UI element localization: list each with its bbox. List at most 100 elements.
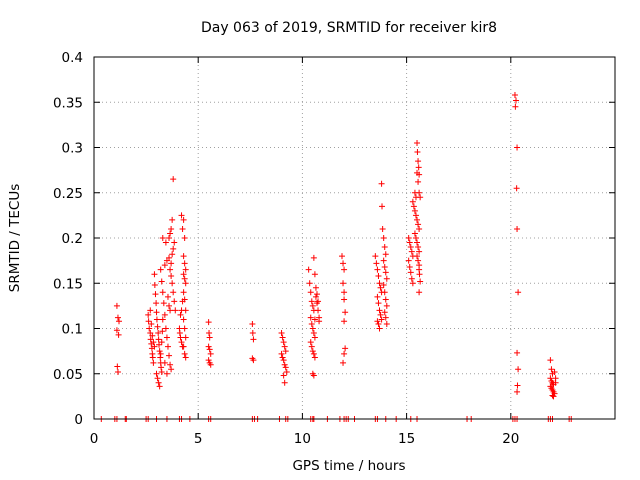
data-point	[513, 185, 520, 192]
data-point	[307, 339, 314, 346]
data-point	[514, 144, 521, 151]
data-point	[250, 357, 257, 364]
data-point	[411, 189, 418, 196]
data-point	[164, 293, 171, 300]
data-point	[177, 334, 184, 341]
data-point	[182, 307, 189, 314]
data-point	[155, 336, 162, 343]
data-point	[180, 316, 187, 323]
data-point	[161, 359, 168, 366]
x-tick-label: 20	[502, 431, 519, 447]
data-point	[414, 149, 421, 156]
data-point	[170, 176, 177, 183]
data-point	[307, 289, 314, 296]
data-point	[409, 280, 416, 287]
data-point	[156, 341, 163, 348]
data-point	[405, 235, 412, 241]
data-point	[306, 280, 313, 287]
data-point	[382, 314, 389, 321]
data-point	[159, 316, 166, 323]
data-point	[179, 225, 186, 232]
data-point	[207, 350, 214, 357]
data-point	[181, 235, 188, 241]
data-point	[409, 198, 416, 205]
data-point	[415, 164, 422, 171]
data-point	[167, 361, 174, 368]
y-axis-label: SRMTID / TECUs	[7, 184, 23, 292]
data-point	[181, 275, 188, 282]
grid	[94, 57, 615, 419]
data-point	[177, 311, 184, 318]
data-point	[547, 375, 554, 382]
data-point	[374, 318, 381, 325]
data-point	[311, 316, 318, 323]
data-point	[279, 334, 286, 341]
data-point	[378, 180, 385, 187]
data-point	[512, 103, 519, 110]
data-point	[282, 348, 289, 355]
data-point	[383, 320, 390, 327]
data-point	[412, 194, 419, 201]
x-axis-label: GPS time / hours	[292, 458, 405, 474]
data-point	[114, 363, 121, 370]
data-point	[181, 260, 188, 267]
data-point	[375, 273, 382, 280]
data-point	[381, 289, 388, 296]
data-point	[378, 316, 385, 323]
x-tick-label: 0	[90, 431, 99, 447]
data-point	[116, 318, 123, 325]
y-tick-label: 0.2	[62, 231, 83, 247]
data-point	[157, 350, 164, 357]
chart-title: Day 063 of 2019, SRMTID for receiver kir…	[201, 20, 497, 36]
data-point	[206, 330, 213, 337]
data-point	[166, 254, 173, 261]
x-tick-label: 15	[398, 431, 415, 447]
data-point	[548, 366, 555, 373]
data-point	[278, 350, 285, 357]
data-point	[381, 244, 388, 251]
data-point	[167, 307, 174, 314]
data-point	[169, 251, 176, 258]
data-point	[182, 280, 189, 287]
y-tick-label: 0.25	[53, 186, 83, 202]
data-point	[547, 357, 554, 364]
data-point	[168, 366, 175, 373]
data-point	[153, 316, 160, 323]
data-point	[250, 336, 257, 343]
data-point	[181, 350, 188, 357]
y-tick-label: 0.05	[53, 367, 83, 383]
data-point	[417, 278, 424, 285]
data-point	[278, 330, 285, 337]
data-point	[374, 266, 381, 273]
data-point	[159, 289, 166, 296]
data-point	[169, 216, 176, 223]
data-point	[341, 296, 348, 303]
data-point	[206, 334, 213, 341]
data-point	[180, 271, 187, 278]
data-point	[514, 349, 521, 356]
data-point	[181, 325, 188, 332]
data-point	[205, 319, 212, 326]
data-point	[170, 245, 177, 252]
data-point	[552, 379, 559, 386]
data-point	[380, 282, 387, 289]
data-point	[146, 325, 153, 332]
data-point	[153, 370, 160, 377]
data-point	[341, 318, 348, 325]
data-point	[166, 352, 173, 359]
data-point	[310, 330, 317, 337]
data-point	[515, 366, 522, 373]
data-point	[407, 269, 414, 276]
data-point	[372, 253, 379, 260]
data-point	[167, 266, 174, 273]
y-tick-label: 0.1	[62, 322, 83, 338]
data-point	[407, 244, 414, 251]
x-tick-label: 5	[194, 431, 203, 447]
data-point	[411, 207, 418, 214]
data-point	[178, 339, 185, 346]
data-point	[172, 307, 179, 314]
data-point	[162, 325, 169, 332]
data-point	[171, 298, 178, 305]
x-tick-labels: 0 5 10 15 20	[90, 431, 520, 447]
